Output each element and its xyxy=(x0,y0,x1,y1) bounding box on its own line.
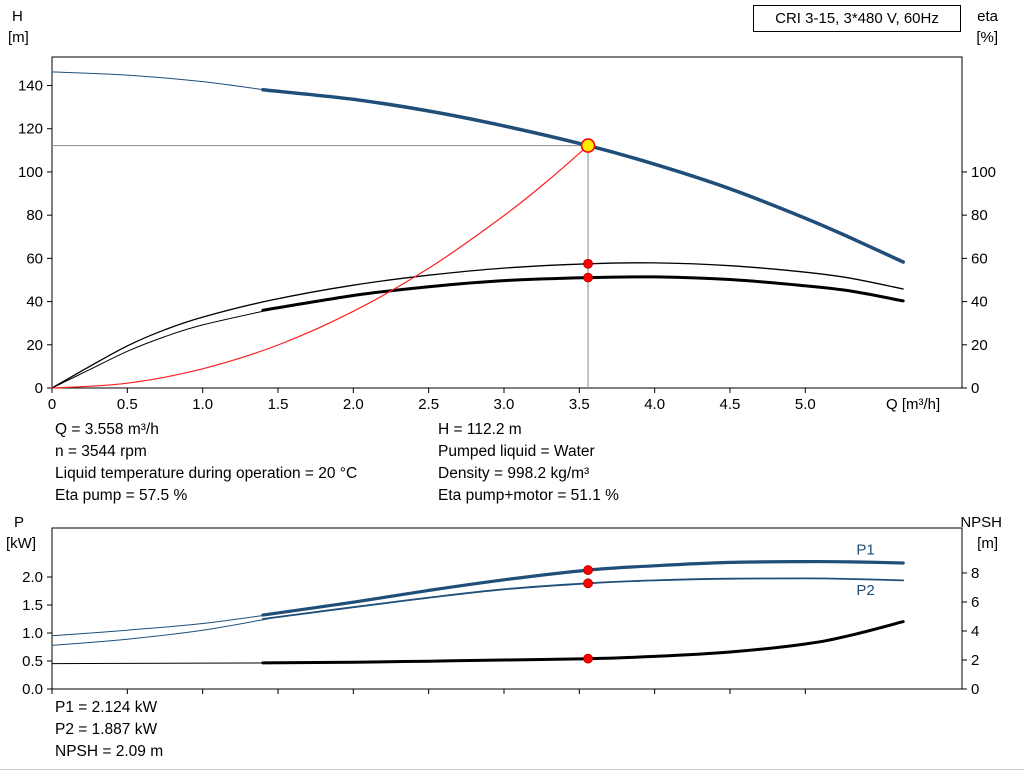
p1-curve-lead xyxy=(51,614,271,637)
y-tick-label: 120 xyxy=(18,121,43,138)
duty-flow-value: Q = 3.558 m³/h xyxy=(55,421,159,438)
y-tick-label: 60 xyxy=(971,250,988,267)
x-tick-label: 2.5 xyxy=(418,396,439,413)
npsh-value: NPSH = 2.09 m xyxy=(55,743,164,760)
y-tick-label: 40 xyxy=(26,294,43,311)
h-axis-unit: [m] xyxy=(8,29,29,46)
duty-info-right-column: H = 112.2 m Pumped liquid = Water Densit… xyxy=(438,419,619,507)
y-tick-label: 80 xyxy=(26,207,43,224)
power-info-column: P1 = 2.124 kW P2 = 1.887 kW NPSH = 2.09 … xyxy=(55,697,163,763)
x-tick-label: 1.0 xyxy=(192,396,213,413)
y-tick-label: 1.5 xyxy=(22,597,43,614)
p1-point xyxy=(583,565,593,575)
h-axis-label: H xyxy=(12,8,23,25)
x-tick-label: 2.0 xyxy=(343,396,364,413)
y-tick-label: 6 xyxy=(971,594,979,611)
y-tick-label: 1.0 xyxy=(22,625,43,642)
eta-pump-curve xyxy=(51,262,904,389)
x-tick-label: 3.5 xyxy=(569,396,590,413)
y-tick-label: 20 xyxy=(971,337,988,354)
y-tick-label: 2.0 xyxy=(22,569,43,586)
q-axis-label: Q [m³/h] xyxy=(886,396,940,413)
y-tick-label: 60 xyxy=(26,250,43,267)
system-curve xyxy=(51,145,589,389)
eta-pump-point xyxy=(583,258,593,269)
plot-frame xyxy=(51,527,963,690)
y-tick-label: 0 xyxy=(971,380,979,397)
y-tick-label: 8 xyxy=(971,565,979,582)
y-tick-label: 0.5 xyxy=(22,653,43,670)
npsh-curve-lead xyxy=(51,662,271,665)
pump-title-box xyxy=(753,5,961,32)
x-tick-label: 3.0 xyxy=(494,396,515,413)
p1-curve xyxy=(261,559,905,617)
x-tick-label: 5.0 xyxy=(795,396,816,413)
y-tick-label: 0.0 xyxy=(22,681,43,698)
duty-pumped-liquid: Pumped liquid = Water xyxy=(438,443,595,460)
eta-axis-unit: [%] xyxy=(976,29,998,46)
pump-title: CRI 3-15, 3*480 V, 60Hz xyxy=(775,10,939,27)
curve-label-p2: P2 xyxy=(856,582,874,599)
head-curve-lead xyxy=(51,71,271,92)
y-tick-label: 140 xyxy=(18,78,43,95)
y-tick-label: 20 xyxy=(26,337,43,354)
duty-info-left-column: Q = 3.558 m³/h n = 3544 rpm Liquid tempe… xyxy=(55,419,357,507)
eta-pump-motor-point xyxy=(583,272,593,283)
p1-value: P1 = 2.124 kW xyxy=(55,699,158,716)
p2-point xyxy=(583,578,593,589)
npsh-axis-unit: [m] xyxy=(977,535,998,552)
y-tick-label: 80 xyxy=(971,207,988,224)
x-tick-label: 1.5 xyxy=(268,396,289,413)
p-axis-unit: [kW] xyxy=(6,535,36,552)
duty-point[interactable] xyxy=(580,138,596,153)
y-tick-label: 100 xyxy=(971,164,996,181)
y-tick-label: 100 xyxy=(18,164,43,181)
x-tick-label: 4.0 xyxy=(644,396,665,413)
npsh-axis-label: NPSH xyxy=(960,514,1002,531)
y-tick-label: 0 xyxy=(35,380,43,397)
y-tick-label: 0 xyxy=(971,681,979,698)
y-tick-label: 40 xyxy=(971,294,988,311)
y-tick-label: 4 xyxy=(971,623,979,640)
duty-eta-pump-motor: Eta pump+motor = 51.1 % xyxy=(438,487,619,504)
duty-speed-value: n = 3544 rpm xyxy=(55,443,147,460)
duty-eta-pump: Eta pump = 57.5 % xyxy=(55,487,188,504)
eta-pump-motor-curve xyxy=(261,275,905,312)
y-tick-label: 2 xyxy=(971,652,979,669)
plot-frame xyxy=(51,56,963,389)
p-axis-label: P xyxy=(14,514,24,531)
duty-liquid-temperature: Liquid temperature during operation = 20… xyxy=(55,465,358,482)
p2-value: P2 = 1.887 kW xyxy=(55,721,158,738)
eta-pump-motor-curve-lead xyxy=(51,309,271,389)
x-tick-label: 4.5 xyxy=(720,396,741,413)
curve-label-p1: P1 xyxy=(856,542,874,559)
x-tick-label: 0.5 xyxy=(117,396,138,413)
head-curve xyxy=(261,88,905,264)
x-tick-label: 0 xyxy=(48,396,56,413)
npsh-curve xyxy=(261,620,905,665)
head-efficiency-chart: 0 0.5 1.0 1.5 2.0 2.5 3.0 3.5 4.0 4.5 5.0 0 20 40 60 80… xyxy=(18,56,996,413)
power-npsh-chart: 0.0 0.5 1.0 1.5 2.0 0 2 4 6 8 P1 P2 xyxy=(22,527,979,698)
bottom-divider xyxy=(0,769,1024,770)
npsh-point xyxy=(583,653,593,664)
eta-axis-label: eta xyxy=(977,8,999,25)
p2-curve-lead xyxy=(51,617,271,646)
p2-curve xyxy=(262,577,905,620)
duty-density: Density = 998.2 kg/m³ xyxy=(438,465,590,482)
duty-head-value: H = 112.2 m xyxy=(438,421,522,438)
